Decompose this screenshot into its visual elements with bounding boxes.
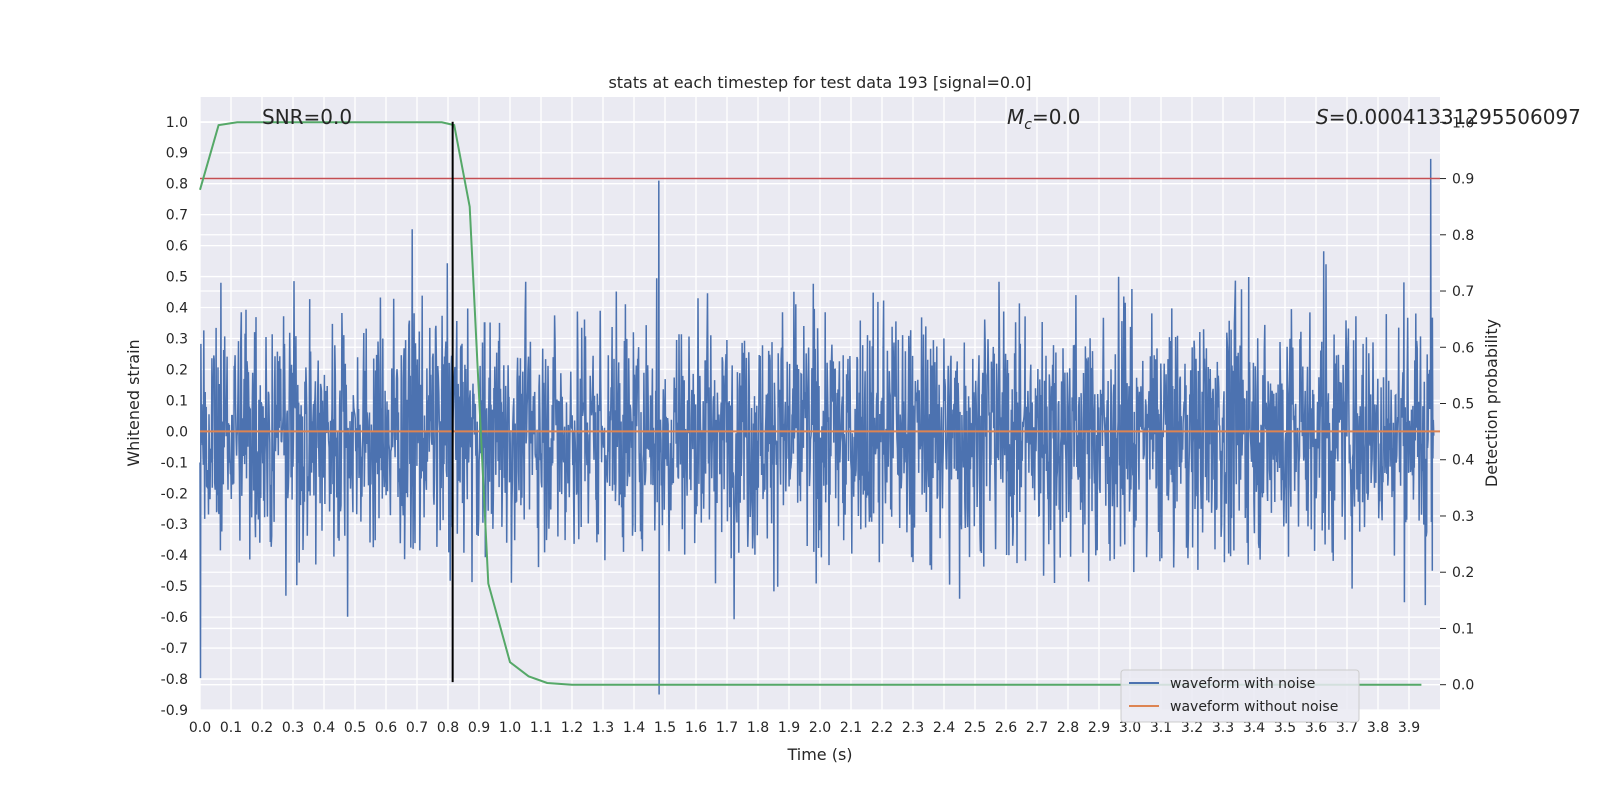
- y-axis-label: Whitened strain: [124, 339, 143, 466]
- y-tick-label: 0.4: [166, 301, 188, 317]
- y2-tick-label: 0.6: [1452, 340, 1474, 356]
- y2-tick-label: 0.9: [1452, 172, 1474, 188]
- x-tick-label: 0.3: [282, 720, 304, 736]
- y-tick-label: 0.3: [166, 331, 188, 347]
- x-tick-label: 1.8: [747, 720, 769, 736]
- y2-tick-label: 0.2: [1452, 565, 1474, 581]
- y2-tick-labels: 1.0 0.9 0.8 0.7 0.6 0.5 0.4 0.3 0.2 0.1 0.0: [1440, 115, 1474, 694]
- y-tick-labels: 1.0 0.9 0.8 0.7 0.6 0.5 0.4 0.3 0.2 0.1 0.0 -0.1 -0.…: [161, 115, 188, 719]
- x-tick-label: 1.9: [778, 720, 800, 736]
- y-tick-label: -0.3: [161, 517, 188, 533]
- x-tick-label: 0.0: [189, 720, 211, 736]
- x-tick-label: 0.1: [220, 720, 242, 736]
- y-tick-label: -0.9: [161, 703, 188, 719]
- y-tick-label: 0.6: [166, 239, 188, 255]
- x-tick-label: 3.6: [1305, 720, 1327, 736]
- x-tick-label: 3.7: [1336, 720, 1358, 736]
- x-tick-label: 3.2: [1181, 720, 1203, 736]
- x-tick-label: 0.5: [344, 720, 366, 736]
- y-tick-label: 1.0: [166, 115, 188, 131]
- y-tick-label: -0.6: [161, 610, 188, 626]
- x-tick-label: 1.2: [561, 720, 583, 736]
- y-tick-label: 0.8: [166, 177, 188, 193]
- y-tick-label: 0.9: [166, 146, 188, 162]
- y-tick-label: 0.2: [166, 362, 188, 378]
- y2-tick-label: 0.4: [1452, 453, 1474, 469]
- x-tick-labels: 0.0 0.1 0.2 0.3 0.4 0.5 0.6 0.7 0.8 0.9 1.0 1.1 1.2 1…: [189, 720, 1420, 736]
- y-tick-label: 0.7: [166, 208, 188, 224]
- x-tick-label: 0.9: [468, 720, 490, 736]
- annotation-snr: SNR=0.0: [262, 105, 352, 129]
- y-tick-label: -0.4: [161, 548, 188, 564]
- x-tick-label: 0.4: [313, 720, 335, 736]
- legend-label-waveform-with-noise: waveform with noise: [1170, 676, 1315, 692]
- legend-label-waveform-without-noise: waveform without noise: [1170, 699, 1338, 715]
- y2-tick-label: 0.5: [1452, 397, 1474, 413]
- y-tick-label: 0.0: [166, 424, 188, 440]
- x-tick-label: 0.2: [251, 720, 273, 736]
- y2-tick-label: 0.7: [1452, 284, 1474, 300]
- x-tick-label: 1.0: [499, 720, 521, 736]
- x-tick-label: 2.6: [995, 720, 1017, 736]
- y2-tick-label: 0.0: [1452, 678, 1474, 694]
- annotation-mc: Mc=0.0: [1007, 105, 1081, 133]
- x-tick-label: 1.3: [592, 720, 614, 736]
- y-gridlines: [200, 121, 1440, 711]
- legend-box: [1120, 669, 1360, 723]
- x-tick-label: 2.7: [1026, 720, 1048, 736]
- x-tick-label: 2.0: [809, 720, 831, 736]
- x-tick-label: 3.4: [1243, 720, 1265, 736]
- y-tick-label: -0.2: [161, 486, 188, 502]
- y2-tick-label: 0.3: [1452, 509, 1474, 525]
- x-tick-label: 1.7: [716, 720, 738, 736]
- x-tick-label: 1.4: [623, 720, 645, 736]
- annotation-s: S=0.00041331295506097: [1316, 105, 1581, 129]
- x-tick-label: 1.1: [530, 720, 552, 736]
- y-tick-label: 0.5: [166, 270, 188, 286]
- y-tick-label: -0.8: [161, 672, 188, 688]
- x-tick-label: 3.9: [1398, 720, 1420, 736]
- y2-tick-label: 0.8: [1452, 228, 1474, 244]
- x-tick-label: 0.7: [406, 720, 428, 736]
- y-tick-label: 0.1: [166, 393, 188, 409]
- y2-tick-label: 1.0: [1452, 115, 1474, 131]
- y-tick-label: -0.5: [161, 579, 188, 595]
- x-tick-label: 0.8: [437, 720, 459, 736]
- series-line-waveform-with-noise: [199, 158, 1435, 695]
- x-tick-label: 1.5: [654, 720, 676, 736]
- legend: waveform with noise waveform without noi…: [1120, 669, 1360, 723]
- y2-tick-label: 0.1: [1452, 621, 1474, 637]
- x-tick-label: 2.3: [902, 720, 924, 736]
- y2-axis-label: Detection probability: [1482, 319, 1501, 487]
- x-axis-label: Time (s): [786, 745, 852, 764]
- x-tick-label: 3.1: [1150, 720, 1172, 736]
- x-tick-label: 3.0: [1119, 720, 1141, 736]
- x-tick-label: 2.2: [871, 720, 893, 736]
- x-tick-label: 2.8: [1057, 720, 1079, 736]
- y-tick-label: -0.1: [161, 455, 188, 471]
- x-tick-label: 2.1: [840, 720, 862, 736]
- chart-title: stats at each timestep for test data 193…: [608, 73, 1031, 92]
- x-tick-label: 2.9: [1088, 720, 1110, 736]
- x-tick-label: 0.6: [375, 720, 397, 736]
- x-tick-label: 3.8: [1367, 720, 1389, 736]
- x-tick-label: 2.4: [933, 720, 955, 736]
- x-tick-label: 2.5: [964, 720, 986, 736]
- x-tick-label: 3.5: [1274, 720, 1296, 736]
- x-tick-label: 3.3: [1212, 720, 1234, 736]
- detection-probability-line: [199, 121, 1422, 686]
- y-tick-label: -0.7: [161, 641, 188, 657]
- x-tick-label: 1.6: [685, 720, 707, 736]
